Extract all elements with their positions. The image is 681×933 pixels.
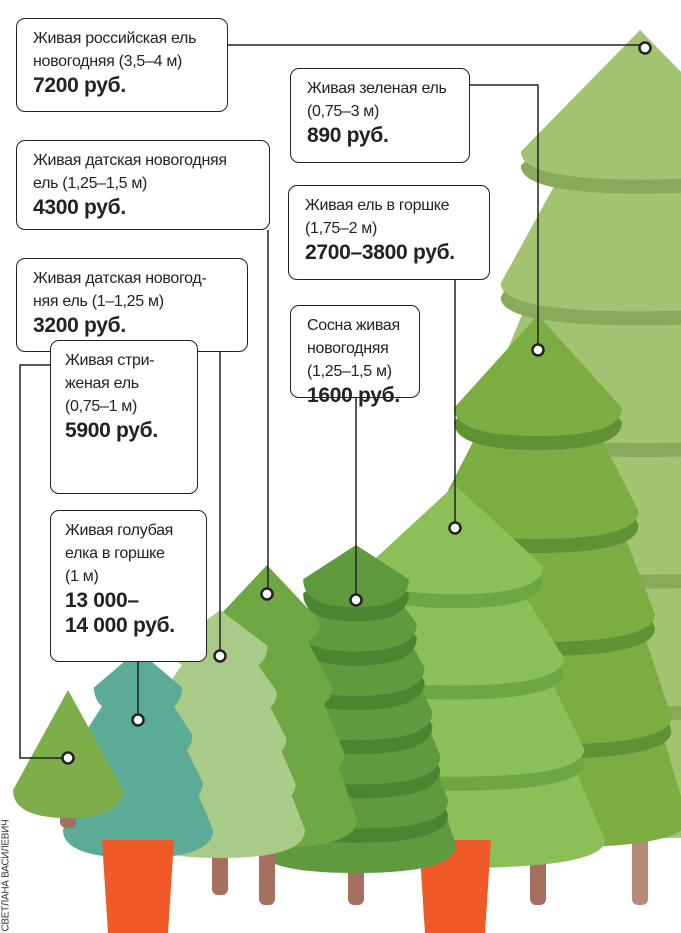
price-label: Живая стри-женая ель(0,75–1 м)5900 руб. [50,340,198,494]
item-name: женая ель [65,372,187,395]
connector [228,45,645,48]
connector-dot [450,523,461,534]
connector-dot [133,715,144,726]
connector-dot [351,595,362,606]
item-name: Живая стри- [65,349,187,372]
tree-tier [521,30,681,180]
item-name: Живая датская новогод- [33,267,237,290]
item-name: Живая ель в горшке [305,194,479,217]
connector-dot [640,43,651,54]
item-price: 13 000– [65,588,196,613]
credit: СВЕТЛАНА ВАСИЛЕВИЧ [1,792,12,932]
item-price: 7200 руб. [33,73,217,98]
connector-dot [533,345,544,356]
item-name: Живая российская ель [33,27,217,50]
item-name: новогодняя (3,5–4 м) [33,50,217,73]
pot [102,840,174,933]
item-price: 3200 руб. [33,313,237,338]
item-price: 2700–3800 руб. [305,240,479,265]
item-name: няя ель (1–1,25 м) [33,290,237,313]
item-name: Сосна живая [307,314,409,337]
item-name: ель (1,25–1,5 м) [33,172,259,195]
item-price: 4300 руб. [33,195,259,220]
item-name: Живая зеленая ель [307,77,459,100]
item-price: 5900 руб. [65,418,187,443]
item-name: (1 м) [65,565,196,588]
price-label: Живая датская новогод-няя ель (1–1,25 м)… [16,258,248,352]
item-name: (1,25–1,5 м) [307,360,409,383]
connector-dot [262,589,273,600]
connector-dot [63,753,74,764]
price-label: Живая ель в горшке(1,75–2 м)2700–3800 ру… [288,185,490,280]
item-price: 14 000 руб. [65,613,196,638]
item-name: (0,75–3 м) [307,100,459,123]
connector-dot [215,651,226,662]
infographic: СВЕТЛАНА ВАСИЛЕВИЧ Живая российская ельн… [0,0,681,933]
item-price: 890 руб. [307,123,459,148]
item-name: (0,75–1 м) [65,395,187,418]
item-name: новогодняя [307,337,409,360]
item-name: (1,75–2 м) [305,217,479,240]
item-name: Живая голубая [65,519,196,542]
item-name: елка в горшке [65,542,196,565]
item-name: Живая датская новогодняя [33,149,259,172]
price-label: Живая зеленая ель(0,75–3 м)890 руб. [290,68,470,163]
item-price: 1600 руб. [307,383,409,408]
